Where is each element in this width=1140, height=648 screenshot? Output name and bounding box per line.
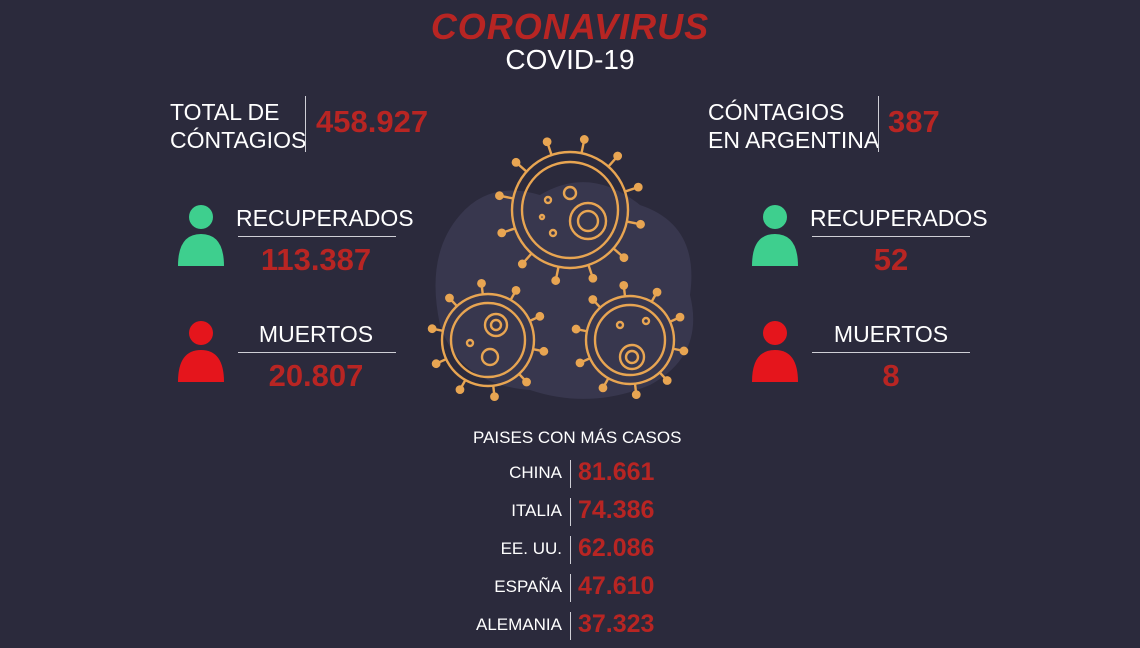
argentina-total-divider: [878, 96, 879, 152]
recovered-person-icon: [178, 205, 224, 266]
country-value: 62.086: [578, 534, 655, 562]
country-value: 74.386: [578, 496, 655, 524]
argentina-recovered-label: RECUPERADOS: [810, 205, 988, 231]
country-value: 37.323: [578, 610, 655, 638]
world-total-value: 458.927: [316, 104, 429, 139]
world-recovered-value: 113.387: [260, 242, 372, 277]
country-name: ITALIA: [511, 501, 562, 520]
world-total-label: TOTAL DE CÓNTAGIOS: [170, 99, 307, 153]
country-divider: [570, 498, 571, 526]
argentina-recovered-value: 52: [873, 242, 909, 277]
argentina-recovered-line: [812, 236, 970, 237]
country-value: 81.661: [578, 458, 655, 486]
country-name: CHINA: [509, 463, 562, 482]
country-divider: [570, 574, 571, 602]
country-divider: [570, 612, 571, 640]
argentina-recovered-person-icon: [752, 205, 798, 266]
country-name: EE. UU.: [500, 539, 562, 558]
argentina-deaths-label: MUERTOS: [833, 321, 949, 347]
argentina-total-label: CÓNTAGIOS EN ARGENTINA: [708, 99, 880, 153]
country-value: 47.610: [578, 572, 655, 600]
argentina-deaths-value: 8: [882, 358, 900, 393]
world-recovered-line: [238, 236, 396, 237]
countries-heading: PAISES CON MÁS CASOS: [473, 428, 682, 447]
world-total-divider: [305, 96, 306, 152]
country-divider: [570, 536, 571, 564]
page-title: CORONAVIRUS: [430, 6, 710, 47]
world-deaths-line: [238, 352, 396, 353]
country-divider: [570, 460, 571, 488]
argentina-deaths-line: [812, 352, 970, 353]
argentina-deaths-person-icon: [752, 321, 798, 382]
world-deaths-label: MUERTOS: [258, 321, 374, 347]
world-deaths-value: 20.807: [268, 358, 364, 393]
page-subtitle: COVID-19: [505, 44, 635, 75]
country-name: ALEMANIA: [476, 615, 562, 634]
world-recovered-label: RECUPERADOS: [236, 205, 414, 231]
country-name: ESPAÑA: [494, 577, 562, 596]
argentina-total-value: 387: [888, 104, 940, 139]
deaths-person-icon: [178, 321, 224, 382]
virus-icon: [427, 135, 694, 402]
